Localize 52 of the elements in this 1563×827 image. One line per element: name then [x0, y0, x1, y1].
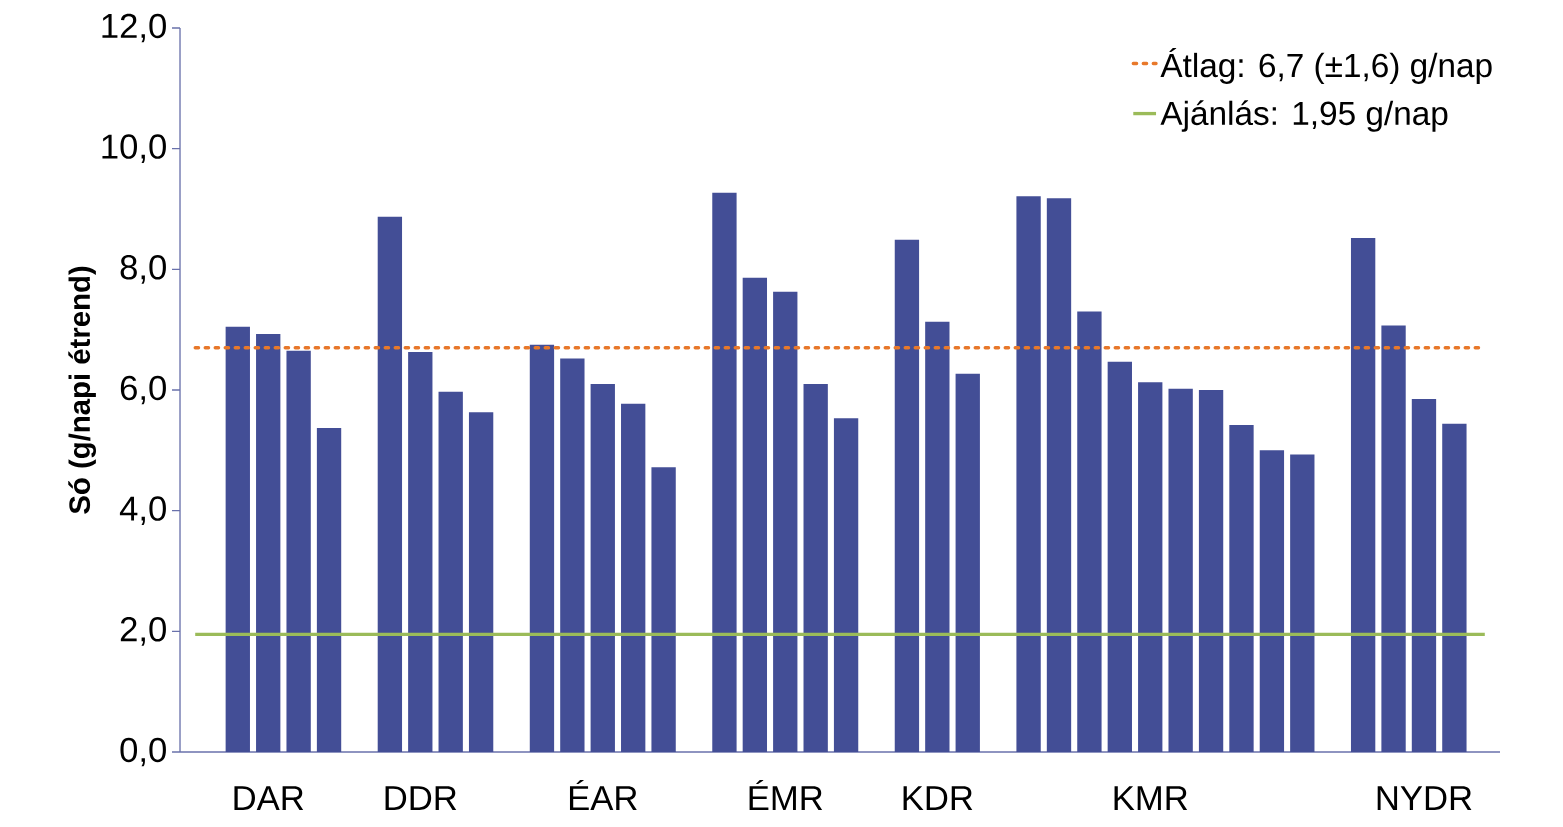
y-tick-label: 6,0 — [120, 375, 166, 405]
bar — [286, 350, 311, 752]
x-tick-label: KDR — [903, 786, 973, 811]
bar — [955, 373, 980, 752]
bar — [1107, 361, 1132, 752]
bar — [1198, 389, 1224, 752]
bar — [833, 418, 859, 752]
x-tick-label: ÉAR — [569, 779, 637, 811]
y-axis-title: Só (g/napi étrend) — [68, 266, 96, 514]
bar — [256, 333, 281, 752]
bar — [773, 291, 798, 752]
bar — [1259, 450, 1285, 752]
bar — [1381, 325, 1406, 752]
y-tick-label: 12,0 — [102, 13, 166, 43]
bar — [1442, 423, 1467, 752]
bar — [621, 403, 646, 752]
bar — [1016, 196, 1041, 752]
legend-label: Átlag: 6,7 (±1,6) g/nap — [1160, 48, 1492, 84]
bar — [651, 467, 676, 752]
legend-label: Ajánlás: 1,95 g/nap — [1160, 100, 1448, 132]
bar — [225, 326, 250, 752]
y-tick-label: 0,0 — [120, 737, 166, 767]
bar — [560, 358, 585, 752]
bar — [468, 412, 494, 752]
bar — [1077, 311, 1102, 752]
bar — [438, 391, 463, 752]
x-tick-label: ÉMR — [749, 779, 823, 811]
bar — [803, 383, 828, 752]
bar — [925, 321, 950, 752]
y-tick-label: 4,0 — [119, 496, 166, 525]
x-tick-label: KMR — [1114, 786, 1188, 811]
y-tick-label: 2,0 — [120, 616, 166, 646]
bar — [1168, 388, 1193, 752]
bar — [1229, 424, 1254, 752]
bar — [529, 344, 555, 752]
bar — [1290, 454, 1315, 752]
bar — [408, 351, 433, 752]
bar — [1411, 399, 1437, 752]
bar — [742, 277, 768, 752]
bar — [590, 383, 615, 752]
x-tick-label: DAR — [234, 786, 304, 811]
bar — [1138, 382, 1163, 752]
bar — [894, 239, 920, 752]
bar — [377, 216, 403, 752]
y-tick-label: 8,0 — [120, 254, 166, 284]
y-tick-label: 10,0 — [102, 134, 166, 163]
bar — [1046, 198, 1072, 752]
x-tick-label: DDR — [385, 786, 457, 811]
bar — [316, 427, 342, 752]
bar — [712, 192, 737, 752]
bar — [1350, 237, 1376, 752]
x-tick-label: NYDR — [1377, 786, 1472, 811]
